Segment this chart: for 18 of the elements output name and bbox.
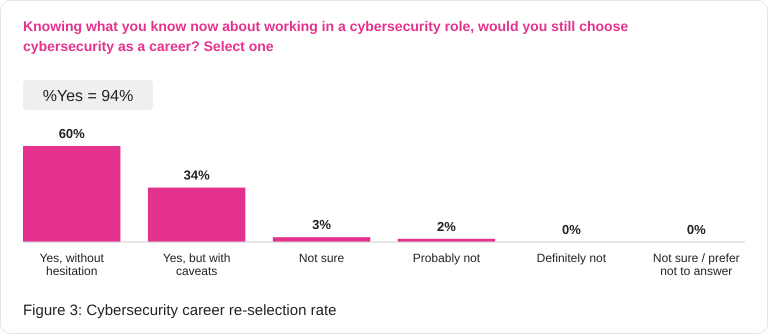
data-label: 34% xyxy=(184,168,210,183)
data-label: 0% xyxy=(686,222,706,237)
text: %Yes = 94% xyxy=(42,88,134,105)
chart-title: Knowing what you know now about working in a cybersecurity role, would you still choose cybersecurity as a career? Select one xyxy=(23,18,628,54)
data-label: 0% xyxy=(562,222,582,237)
caption: Figure 3: Cybersecurity career re-selection rate xyxy=(23,302,336,319)
bar xyxy=(272,237,370,242)
x-tick-label: Not sure xyxy=(298,251,345,265)
x-tick-label: Yes, without hesitation xyxy=(40,251,105,278)
data-label: 3% xyxy=(312,217,332,232)
bar xyxy=(148,188,246,242)
x-tick-label: Yes, but with caveats xyxy=(162,251,230,278)
data-label: 2% xyxy=(437,218,456,234)
x-tick-label: Probably not xyxy=(412,251,481,265)
x-tick-label: Definitely not xyxy=(536,251,607,265)
x-tick-label: Not sure / prefer not to answer xyxy=(652,251,740,278)
data-label: 60% xyxy=(58,126,86,141)
bar xyxy=(23,146,120,242)
